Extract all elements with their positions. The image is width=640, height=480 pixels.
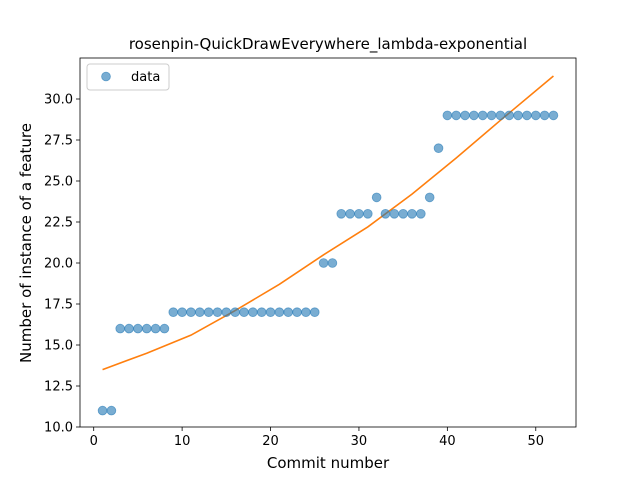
data-point <box>168 307 179 318</box>
data-point <box>398 209 408 219</box>
data-point <box>212 307 223 318</box>
plot-frame <box>79 57 577 428</box>
data-point <box>318 258 329 268</box>
y-tick-label: 10.0 <box>44 421 73 436</box>
legend-marker <box>101 71 111 82</box>
data-point <box>407 209 417 219</box>
data-point <box>265 307 276 318</box>
data-point <box>451 110 462 121</box>
data-point <box>124 323 134 334</box>
data-point <box>97 405 108 416</box>
data-point <box>230 307 240 318</box>
data-point <box>477 110 488 121</box>
legend-box <box>86 63 170 91</box>
data-point <box>141 323 152 334</box>
data-point <box>469 110 479 121</box>
x-tick-label: 40 <box>439 434 456 449</box>
data-point <box>186 307 196 318</box>
data-point <box>221 307 232 318</box>
data-point <box>354 209 364 219</box>
x-axis-label: Commit number <box>267 454 390 472</box>
data-point <box>548 110 559 121</box>
data-point <box>442 110 453 121</box>
data-point <box>274 307 285 318</box>
data-point <box>283 307 294 318</box>
data-point <box>133 323 143 334</box>
data-point <box>159 323 170 334</box>
y-tick-label: 15.0 <box>44 339 73 354</box>
legend: data <box>86 63 170 91</box>
y-tick-label: 30.0 <box>44 93 73 108</box>
data-point <box>371 192 382 203</box>
chart-title: rosenpin-QuickDrawEverywhere_lambda-expo… <box>129 35 527 54</box>
plot-marks <box>97 75 559 416</box>
x-tick-label: 50 <box>527 434 544 449</box>
fit-line <box>102 75 554 371</box>
data-point <box>336 209 347 219</box>
data-point <box>486 110 497 121</box>
data-point <box>248 307 258 318</box>
data-point <box>416 209 426 219</box>
data-point <box>513 110 523 121</box>
data-point <box>115 323 126 334</box>
data-point <box>292 307 302 318</box>
data-point <box>150 323 161 334</box>
data-point <box>362 209 373 219</box>
y-tick-label: 25.0 <box>44 175 73 190</box>
data-point <box>195 307 205 318</box>
data-point <box>495 110 506 121</box>
data-point <box>256 307 267 318</box>
legend-label: data <box>131 70 160 85</box>
data-point <box>203 307 214 318</box>
data-point <box>530 110 541 121</box>
data-point <box>433 143 444 154</box>
data-point <box>327 258 338 268</box>
axes: 0 10 20 30 40 50 10.0 12.5 15.0 17.5 20.0 22.5 25.0 2… <box>44 57 577 449</box>
data-point <box>539 110 550 121</box>
y-tick-label: 27.5 <box>44 134 73 149</box>
data-point <box>309 307 320 318</box>
data-point <box>522 110 532 121</box>
data-point <box>239 307 249 318</box>
data-point <box>177 307 187 318</box>
data-point <box>301 307 311 318</box>
x-tick-label: 10 <box>174 434 191 449</box>
data-point <box>504 110 515 121</box>
data-point <box>460 110 470 121</box>
y-axis-label: Number of instance of a feature <box>17 123 35 363</box>
y-tick-label: 22.5 <box>44 216 73 231</box>
data-point <box>424 192 435 203</box>
x-tick-label: 30 <box>351 434 368 449</box>
x-tick-label: 0 <box>90 434 98 449</box>
y-tick-label: 20.0 <box>44 257 73 272</box>
data-point <box>389 209 400 219</box>
x-tick-label: 20 <box>262 434 279 449</box>
y-tick-label: 17.5 <box>44 298 73 313</box>
data-point <box>345 209 355 219</box>
data-point <box>380 209 391 219</box>
y-tick-label: 12.5 <box>44 380 73 395</box>
data-point <box>106 405 117 416</box>
